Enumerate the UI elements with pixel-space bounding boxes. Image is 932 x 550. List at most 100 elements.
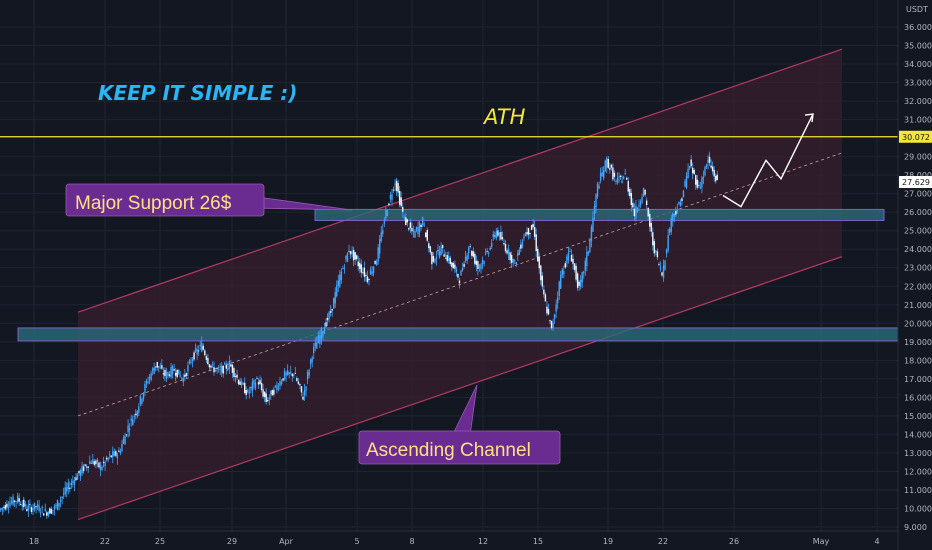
candle-body: [197, 350, 200, 352]
candle-body: [471, 250, 473, 256]
zone-major-support: [314, 208, 885, 222]
candle-body: [369, 270, 372, 275]
candle-body: [613, 172, 616, 177]
candle-body: [115, 451, 117, 456]
candle-body: [500, 231, 502, 240]
price-tags: 30.072 27.629: [899, 130, 932, 189]
candle-body: [141, 398, 143, 404]
candle-body: [161, 365, 163, 369]
candle-body: [563, 271, 565, 274]
candle-body: [336, 285, 338, 296]
candle-body: [659, 267, 662, 270]
candle-body: [107, 457, 109, 460]
candle-body: [132, 419, 134, 426]
candle-body: [171, 366, 174, 374]
candle-body: [685, 176, 688, 189]
y-tick-label: 23.000: [904, 264, 932, 273]
candle-body: [125, 434, 128, 436]
y-tick-label: 9.000: [904, 523, 927, 532]
candle-body: [515, 262, 517, 264]
candle-body: [122, 438, 125, 444]
y-tick-label: 18.000: [904, 356, 932, 365]
candle-body: [649, 213, 651, 227]
candle-body: [688, 165, 691, 169]
candle-body: [222, 365, 224, 374]
candle-body: [145, 380, 148, 384]
candle-body: [392, 189, 395, 191]
candle-body: [3, 507, 5, 508]
candle-body: [348, 250, 350, 252]
candle-body: [191, 358, 194, 362]
y-tick-label: 17.000: [904, 375, 932, 384]
candle-body: [705, 164, 708, 168]
time-axis[interactable]: 18 22 25 29 Apr 5 8 12 15 19 22 26 May 4: [0, 530, 898, 546]
candle-body: [489, 248, 491, 250]
candle-body: [698, 184, 700, 186]
candle-body: [204, 350, 206, 356]
candle-body: [704, 166, 706, 176]
candle-body: [340, 271, 343, 281]
candle-body: [537, 248, 539, 262]
candle-body: [90, 462, 92, 464]
y-tick-label: 24.000: [904, 245, 932, 254]
candle-body: [268, 397, 270, 400]
y-tick-label: 22.000: [904, 282, 932, 291]
candle-body: [690, 159, 692, 167]
candle-body: [279, 381, 281, 387]
x-tick-label: 12: [478, 537, 488, 546]
candle-body: [644, 189, 646, 195]
candle-body: [382, 230, 384, 234]
candle-body: [425, 232, 427, 238]
candle-body: [661, 272, 663, 276]
candle-body: [368, 279, 370, 280]
candle-body: [58, 502, 60, 507]
candle-body: [672, 213, 674, 221]
candle-body: [256, 377, 258, 379]
candle-body: [679, 201, 682, 207]
candle-body: [497, 230, 499, 236]
candle-body: [529, 232, 531, 234]
candle-body: [153, 367, 155, 374]
candle-body: [412, 230, 415, 232]
candle-body: [438, 251, 441, 258]
candle-body: [211, 364, 214, 365]
y-tick-label: 29.000: [904, 153, 932, 162]
candle-body: [564, 263, 567, 268]
candle-body: [147, 381, 149, 383]
candle-body: [707, 159, 709, 164]
candle-body: [33, 502, 36, 510]
candle-body: [452, 262, 455, 269]
candle-body: [437, 250, 439, 252]
candle-body: [265, 393, 267, 402]
candle-body: [603, 170, 605, 178]
y-tick-label: 19.000: [904, 338, 932, 347]
candle-body: [395, 180, 398, 191]
candle-body: [673, 213, 675, 217]
candle-body: [329, 311, 332, 313]
candle-body: [339, 274, 341, 287]
candle-body: [596, 183, 599, 197]
candle-body: [388, 203, 390, 206]
candle-body: [44, 509, 46, 511]
price-axis[interactable]: USDT 9.000 10.000 11.000 12.000 13.000 14.000…: [897, 0, 932, 550]
candle-body: [260, 382, 263, 390]
candle-body: [323, 327, 326, 334]
candle-body: [62, 493, 65, 495]
candle-body: [650, 222, 652, 232]
candle-body: [599, 173, 602, 181]
candle-body: [187, 365, 189, 372]
candle-body: [213, 367, 215, 373]
candle-body: [41, 506, 43, 508]
candle-body: [455, 269, 458, 272]
candle-body: [320, 328, 323, 339]
candle-body: [472, 251, 474, 257]
candle-body: [194, 348, 197, 352]
x-tick-label: 4: [874, 537, 879, 546]
candle-body: [158, 366, 160, 368]
candle-body: [29, 504, 31, 506]
candle-body: [512, 259, 514, 263]
candle-body: [461, 268, 464, 270]
candle-body: [162, 373, 165, 375]
candle-body: [89, 461, 91, 464]
